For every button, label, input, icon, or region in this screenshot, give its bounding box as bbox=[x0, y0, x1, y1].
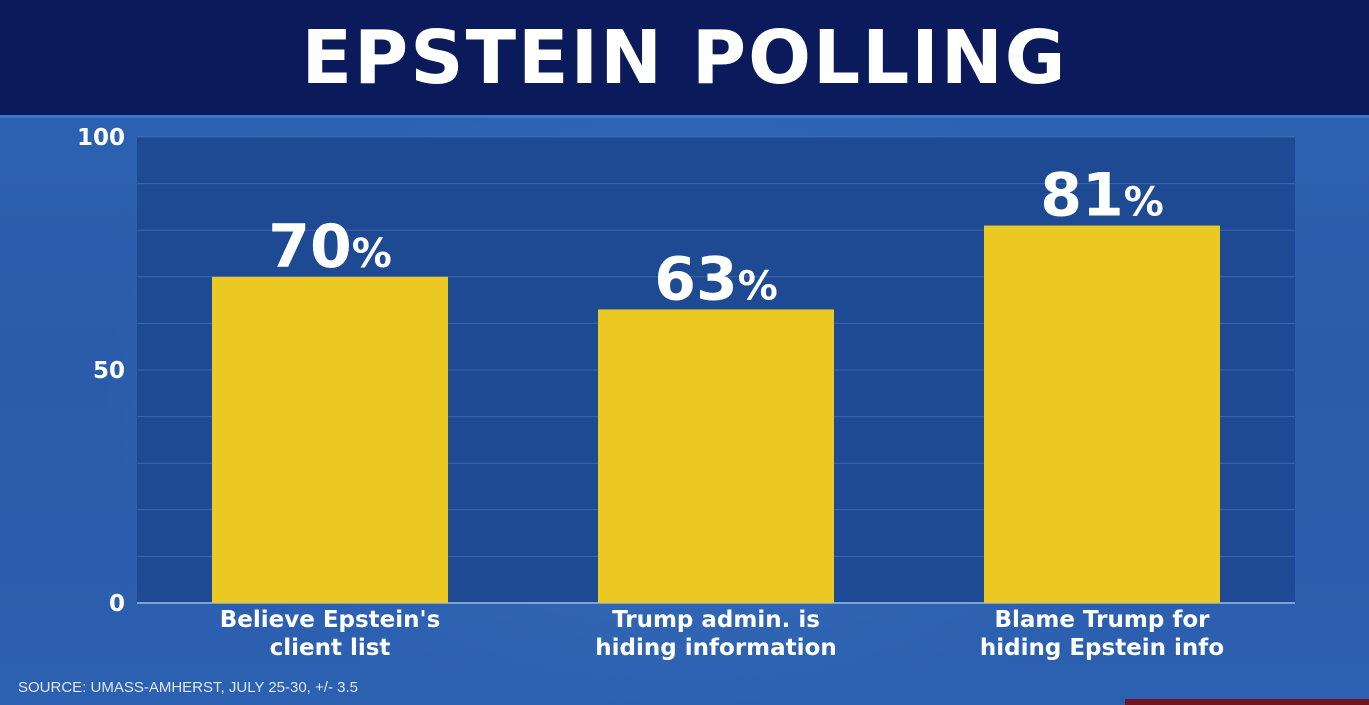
y-tick-label: 0 bbox=[109, 591, 125, 617]
bar bbox=[212, 276, 448, 603]
chart-title: EPSTEIN POLLING bbox=[301, 14, 1068, 101]
bar bbox=[598, 309, 834, 603]
y-tick-label: 100 bbox=[77, 125, 125, 151]
bar-value-label: 70% bbox=[268, 212, 392, 282]
x-category-label: Blame Trump for bbox=[995, 607, 1211, 633]
header-divider bbox=[0, 115, 1369, 118]
y-tick-label: 50 bbox=[93, 358, 125, 384]
x-category-label: Trump admin. is bbox=[612, 607, 820, 633]
corner-accent bbox=[1125, 699, 1369, 705]
bar bbox=[984, 225, 1220, 604]
bar-value-label: 81% bbox=[1040, 161, 1164, 231]
x-category-label: hiding information bbox=[595, 635, 836, 661]
x-category-label: hiding Epstein info bbox=[980, 635, 1224, 661]
bar-value-label: 63% bbox=[654, 244, 778, 314]
header-banner: EPSTEIN POLLING bbox=[0, 0, 1369, 115]
x-category-label: client list bbox=[270, 635, 391, 661]
x-category-label: Believe Epstein's bbox=[220, 607, 441, 633]
source-note: SOURCE: UMASS-AMHERST, JULY 25-30, +/- 3… bbox=[18, 679, 358, 696]
